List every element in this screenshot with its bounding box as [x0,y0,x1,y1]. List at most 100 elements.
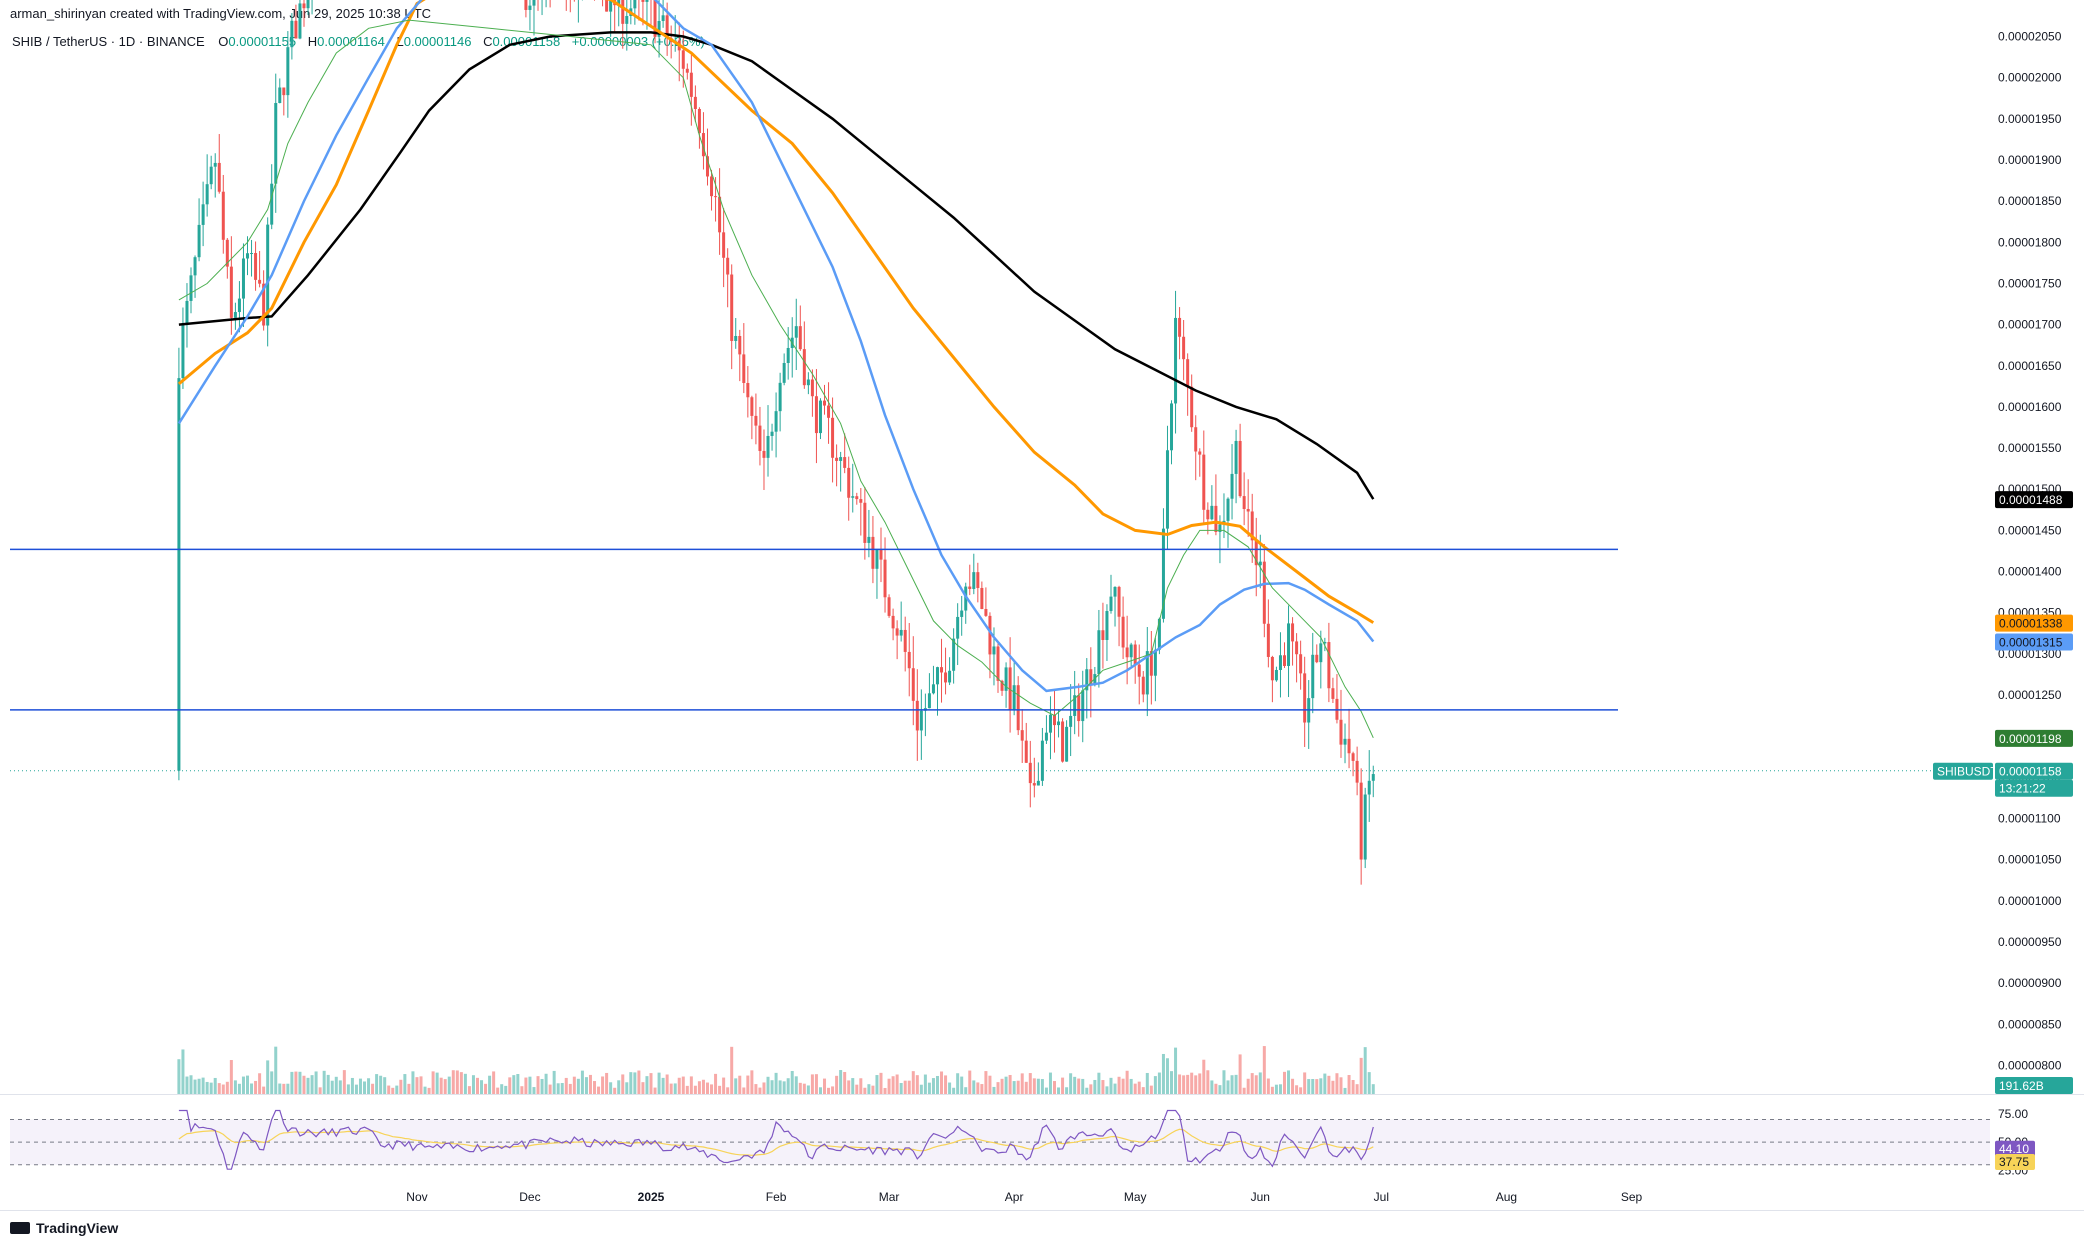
volume-bar [1081,1078,1085,1094]
candle-body [1036,780,1040,786]
candle [867,509,871,558]
candle [1274,666,1278,682]
candle-body [1311,654,1315,699]
volume-bar [391,1087,395,1094]
countdown-label-bg [1995,779,2073,797]
volume-bar [714,1073,718,1094]
candle [1020,708,1024,763]
candle [746,366,750,418]
volume-bar [286,1083,290,1094]
candle-body [1081,690,1085,722]
volume-bar [1057,1087,1061,1094]
candle-body [883,559,887,598]
volume-bar [367,1078,371,1094]
volume-bar [266,1060,270,1094]
volume-bar [617,1080,621,1094]
tradingview-logo: TradingView [10,1220,118,1236]
volume-bar [1262,1046,1266,1094]
ma-line-black [178,31,1375,500]
volume-bar [254,1080,258,1094]
candle [948,657,952,686]
volume-bar [605,1072,609,1094]
candle-body [1129,644,1133,658]
volume-bar [863,1087,867,1094]
volume-bar [185,1076,189,1094]
tradingview-brand: TradingView [36,1220,119,1236]
candle-body [948,670,952,683]
volume-bar [1343,1087,1347,1094]
candle-body [661,15,665,21]
candle-body [818,400,822,434]
volume-bar [883,1087,887,1094]
volume-bar [1311,1079,1315,1094]
volume-bar [1157,1072,1161,1094]
candle [1028,740,1032,808]
candle-body [1024,740,1028,763]
volume-bar [1250,1073,1254,1094]
candle-body [1351,753,1355,761]
volume-bar [766,1076,770,1094]
candle [1270,655,1274,703]
candle [1057,709,1061,738]
volume-bar [455,1070,459,1094]
volume-bar [588,1074,592,1094]
candle [549,0,551,8]
candle-body [802,349,806,386]
volume-bar [1214,1083,1218,1094]
candle [823,384,827,415]
volume-bar [964,1087,968,1094]
candle [952,628,956,684]
candle-body [1020,730,1024,741]
volume-bar [419,1076,423,1094]
volume-bar [338,1080,342,1094]
volume-bar [1347,1075,1351,1094]
candle-body [762,450,766,458]
volume-bar [1303,1072,1307,1094]
volume-bar [637,1070,641,1094]
candle [205,154,209,217]
volume-bar [350,1077,354,1094]
candle-body [823,400,827,406]
x-tick-label: Dec [519,1190,540,1204]
countdown-label: 13:21:22 [1999,782,2046,796]
candle [302,0,306,27]
volume-bar [411,1071,415,1094]
volume-bar [726,1087,730,1094]
volume-bar [1044,1087,1048,1094]
volume-bar [383,1077,387,1094]
symbol-name[interactable]: SHIB / TetherUS · 1D · BINANCE [12,34,205,49]
candle [294,4,298,39]
candle-body [1299,654,1303,674]
candle [1371,765,1375,798]
candle [661,0,665,28]
volume-bar [1299,1087,1303,1094]
candle [988,612,992,679]
volume-bar [1178,1074,1182,1094]
candle-body [1089,669,1093,686]
candle-body [851,496,855,498]
volume-bar [996,1082,1000,1094]
candle [237,281,241,333]
volume-bar [988,1075,992,1094]
volume-bar [294,1071,298,1094]
candle-body [645,0,649,2]
volume-bar [1319,1078,1323,1094]
candle-body [1258,561,1262,566]
x-tick-label: Sep [1621,1190,1643,1204]
volume-bar [879,1072,883,1094]
y-tick-label: 0.00002000 [1998,71,2062,85]
candle [233,302,237,330]
volume-bar [229,1060,233,1094]
candle [1145,626,1149,717]
candle [1311,632,1315,714]
volume-bar [1053,1081,1056,1094]
symbol-label: SHIBUSDT [1937,765,1998,779]
volume-bar [1327,1075,1331,1094]
x-tick-label: Apr [1005,1190,1024,1204]
volume-bar [1085,1087,1089,1094]
candle-body [903,629,907,652]
candle [1024,722,1028,763]
candle-body [685,68,689,73]
candle-body [246,253,249,259]
